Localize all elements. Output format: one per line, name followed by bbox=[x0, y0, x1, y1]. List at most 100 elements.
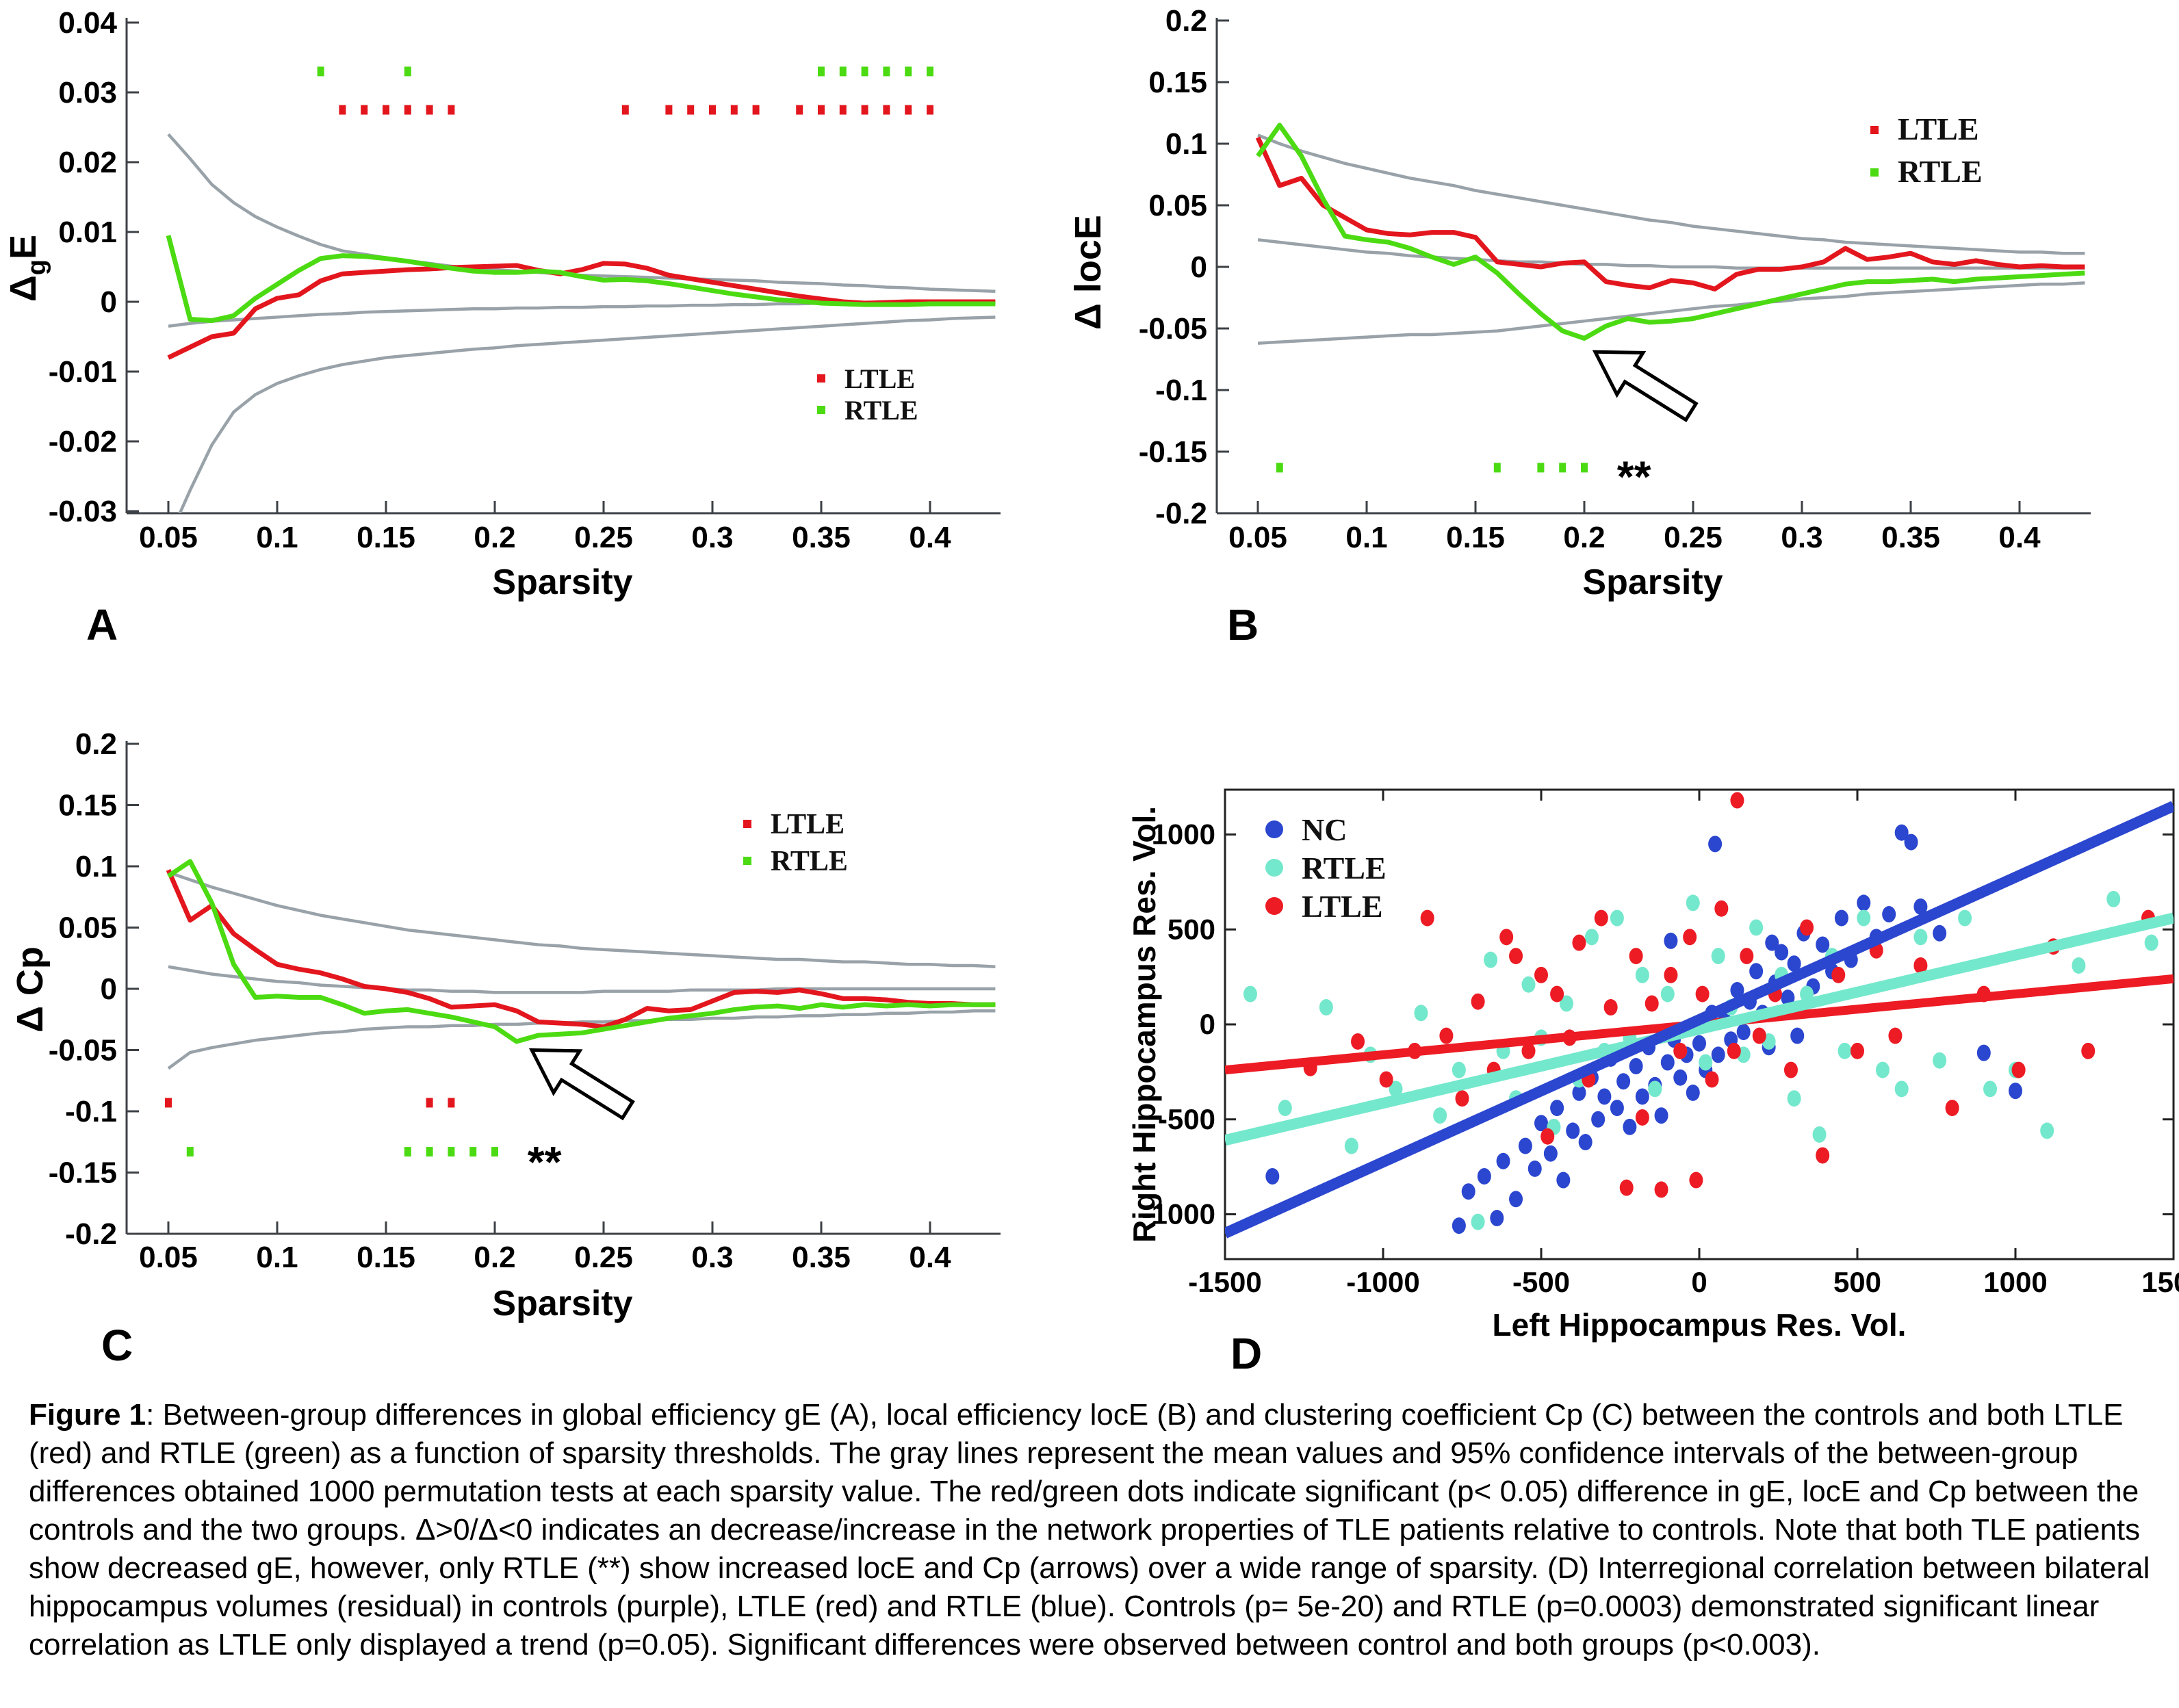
scatter-point bbox=[1452, 1061, 1466, 1078]
legend-marker-rtle-icon bbox=[817, 406, 825, 414]
scatter-point bbox=[1420, 909, 1434, 927]
scatter-point bbox=[1654, 1181, 1668, 1198]
scatter-point bbox=[1534, 966, 1548, 983]
y-tick-label: -1000 bbox=[1142, 1198, 1215, 1230]
caption-label: Figure 1 bbox=[29, 1398, 146, 1432]
y-tick-label: 0.2 bbox=[75, 727, 117, 761]
panel-A-xlabel: Sparsity bbox=[492, 562, 632, 602]
sig-dot bbox=[339, 105, 346, 115]
y-tick-label: -0.1 bbox=[1155, 374, 1207, 407]
legend-label-rtle: RTLE bbox=[1898, 154, 1983, 189]
legend-label-ltle: LTLE bbox=[1898, 112, 1979, 146]
sig-dot bbox=[361, 105, 368, 115]
sig-dot bbox=[317, 66, 324, 77]
x-tick-label: 0.2 bbox=[474, 1241, 515, 1274]
scatter-point bbox=[1389, 1081, 1403, 1098]
scatter-point bbox=[1610, 909, 1624, 927]
scatter-point bbox=[1591, 1111, 1606, 1128]
scatter-point bbox=[1243, 985, 1257, 1002]
scatter-point bbox=[1913, 957, 1928, 974]
sig-dot bbox=[426, 1098, 433, 1108]
y-tick-label: 0.05 bbox=[58, 911, 117, 945]
panel-B-xlabel: Sparsity bbox=[1582, 562, 1723, 602]
panel-C-significance-stars: ** bbox=[528, 1137, 562, 1187]
y-tick-label: 0.04 bbox=[58, 6, 117, 40]
sig-dot bbox=[861, 66, 868, 77]
sig-dot bbox=[1559, 463, 1566, 473]
y-tick-label: 0.15 bbox=[1148, 66, 1207, 99]
panel-B: 0.05 0.1 0.15 0.2 0.25 0.3 0.35 0.4 0.2 0.15 0.1 0.… bbox=[1068, 4, 2091, 649]
series-group bbox=[166, 859, 996, 1070]
scatter-point bbox=[1645, 995, 1659, 1012]
panel-C-series-ci-lower-line bbox=[167, 1009, 996, 1070]
sig-dot bbox=[404, 105, 411, 115]
panel-letter-D: D bbox=[1230, 1329, 1262, 1378]
scatter-point bbox=[1490, 1210, 1504, 1227]
scatter-point bbox=[1623, 1118, 1637, 1135]
scatter-point bbox=[1471, 1213, 1485, 1230]
panel-B-series-ci-lower-line bbox=[1257, 281, 2085, 345]
series-group bbox=[166, 133, 996, 513]
scatter-point bbox=[1894, 1081, 1909, 1098]
sig-dot bbox=[927, 105, 933, 115]
scatter-point bbox=[1888, 1027, 1903, 1044]
scatter-point bbox=[1550, 1100, 1564, 1117]
legend-marker-rtle-icon bbox=[743, 857, 751, 865]
scatter-point bbox=[1664, 932, 1678, 949]
scatter-point bbox=[1471, 993, 1485, 1010]
y-tick-label: 0.1 bbox=[1165, 127, 1207, 161]
scatter-point bbox=[1521, 976, 1536, 993]
scatter-point bbox=[1686, 894, 1700, 911]
scatter-point bbox=[1816, 1147, 1830, 1164]
y-tick-label: -0.05 bbox=[49, 1034, 117, 1068]
scatter-point bbox=[1499, 929, 1514, 946]
sig-dot bbox=[752, 105, 760, 115]
legend-marker-ltle-icon bbox=[1870, 126, 1879, 134]
panel-D-ylabel: Right Hippocampus Res. Vol. bbox=[1126, 806, 1162, 1243]
scatter-point bbox=[1319, 999, 1333, 1016]
panel-letter-A: A bbox=[86, 600, 118, 649]
panel-B-series-ci-upper-line bbox=[1257, 133, 2085, 255]
x-tick-label: 0.15 bbox=[357, 521, 415, 554]
scatter-point bbox=[1812, 1126, 1827, 1143]
y-tick-label: -0.2 bbox=[65, 1217, 117, 1251]
scatter-point bbox=[2144, 934, 2158, 951]
x-tick-label: 0.15 bbox=[357, 1241, 415, 1274]
scatter-point bbox=[1749, 919, 1764, 936]
scatter-point bbox=[1351, 1033, 1365, 1050]
legend-marker-ltle-icon bbox=[817, 374, 825, 383]
y-tick-label: 1000 bbox=[1152, 818, 1215, 851]
scatter-point bbox=[1708, 836, 1723, 853]
sig-dot bbox=[1276, 463, 1283, 473]
fit-line-nc-fit bbox=[1225, 801, 2174, 1239]
scatter-point bbox=[1730, 982, 1744, 999]
scatter-point bbox=[1913, 898, 1928, 915]
scatter-point bbox=[1933, 924, 1947, 942]
scatter-point bbox=[1875, 1061, 1890, 1078]
legend-label-ltle: LTLE bbox=[844, 363, 915, 394]
scatter-point bbox=[1945, 1100, 1959, 1117]
scatter-point bbox=[1933, 1052, 1947, 1069]
scatter-point bbox=[1749, 963, 1764, 980]
panel-C-sig-dots-LTLE bbox=[165, 1098, 455, 1108]
sig-dot bbox=[883, 66, 890, 77]
x-tick-label: 0.35 bbox=[1881, 521, 1940, 554]
scatter-point bbox=[1572, 1084, 1586, 1101]
scatter-point bbox=[1635, 966, 1649, 983]
y-tick-label: 500 bbox=[1168, 913, 1215, 945]
figure-panels: 0.05 0.1 0.15 0.2 0.25 0.3 0.35 0.4 0.04 0.03 0.02… bbox=[3, 4, 2179, 1378]
scatter-point bbox=[1834, 909, 1848, 927]
scatter-point bbox=[1736, 1024, 1751, 1041]
legend-marker-ltle-icon bbox=[1265, 897, 1283, 915]
legend-label-rtle: RTLE bbox=[1302, 851, 1387, 885]
scatter-point bbox=[1452, 1217, 1466, 1234]
sig-dot bbox=[665, 105, 673, 115]
scatter-point bbox=[1484, 951, 1498, 968]
panel-B-sig-dots-RTLE bbox=[1276, 463, 1588, 473]
sig-dot bbox=[491, 1147, 498, 1157]
scatter-point bbox=[1882, 906, 1896, 923]
y-tick-label: 0 bbox=[101, 285, 117, 319]
sig-dot bbox=[426, 105, 433, 115]
scatter-point bbox=[1527, 1160, 1542, 1177]
panel-letter-B: B bbox=[1227, 600, 1259, 649]
